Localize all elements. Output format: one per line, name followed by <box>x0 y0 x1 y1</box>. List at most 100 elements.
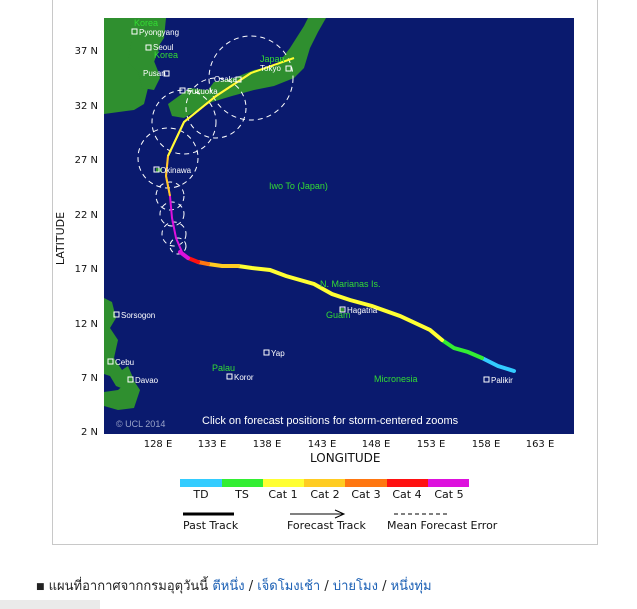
marker-sorsogon <box>113 311 120 318</box>
lat-tick: 2 N <box>80 427 98 438</box>
label-koror: Koror <box>234 373 254 382</box>
copyright-text: © UCL 2014 <box>116 419 165 429</box>
lon-tick: 128 E <box>143 439 173 450</box>
label-iwo-to: Iwo To (Japan) <box>269 181 328 191</box>
legend-swatch-cat3 <box>345 479 387 487</box>
land-guam <box>340 308 344 312</box>
lon-tick: 138 E <box>252 439 282 450</box>
link-7am[interactable]: เจ็ดโมงเช้า <box>257 579 321 594</box>
label-yap: Yap <box>271 349 285 358</box>
land-mindanao <box>104 378 140 410</box>
link-7pm[interactable]: หนึ่งทุ่ม <box>390 579 432 594</box>
land-japan <box>168 18 326 118</box>
past-track-cat1 <box>236 264 444 342</box>
lon-tick: 133 E <box>197 439 227 450</box>
label-fukuoka: Fukuoka <box>187 87 218 96</box>
legend-swatch-ts <box>222 479 263 487</box>
error-circle <box>185 77 247 139</box>
label-pyongyang: Pyongyang <box>139 28 179 37</box>
legend-label-cat2: Cat 2 <box>310 488 340 501</box>
error-circle <box>169 237 187 255</box>
label-davao: Davao <box>135 376 159 385</box>
error-circle <box>208 35 294 121</box>
track-key <box>183 509 448 519</box>
legend-label-cat1: Cat 1 <box>268 488 298 501</box>
marker-davao <box>127 376 134 383</box>
lon-tick: 158 E <box>471 439 501 450</box>
place-labels: Pyongyang Seoul Pusan Fukuoka Osaka Toky… <box>115 28 513 385</box>
error-circle <box>155 181 185 211</box>
marker-koror <box>226 373 233 380</box>
marker-pusan <box>163 70 170 77</box>
forecast-track-label: Forecast Track <box>287 519 366 532</box>
marker-palikir <box>483 376 490 383</box>
legend-label-cat3: Cat 3 <box>351 488 381 501</box>
past-track <box>178 250 516 373</box>
label-seoul: Seoul <box>153 43 174 52</box>
legend-label-td: TD <box>193 488 209 501</box>
past-track-cat5 <box>178 250 190 260</box>
land-philippines <box>104 298 134 390</box>
marker-tokyo <box>285 65 292 72</box>
label-guam: Guam <box>326 310 351 320</box>
forecast-track-cat1 <box>167 57 295 157</box>
lon-tick: 153 E <box>416 439 446 450</box>
label-okinawa: Okinawa <box>160 166 192 175</box>
legend-label-cat4: Cat 4 <box>392 488 422 501</box>
link-separator: / <box>377 579 391 594</box>
arrow-right-icon <box>334 509 346 519</box>
bottom-tab[interactable] <box>0 600 100 609</box>
marker-cebu <box>107 358 114 365</box>
map-canvas[interactable]: Pyongyang Seoul Pusan Fukuoka Osaka Toky… <box>104 18 574 434</box>
marker-osaka <box>235 76 242 83</box>
lat-tick: 7 N <box>80 373 98 384</box>
lon-tick: 163 E <box>525 439 555 450</box>
marker-pyongyang <box>131 28 138 35</box>
label-sorsogon: Sorsogon <box>121 311 155 320</box>
lat-tick: 27 N <box>74 155 98 166</box>
marker-hagatna <box>339 306 346 313</box>
label-hagatna: Hagatna <box>347 306 378 315</box>
label-tokyo: Tokyo <box>260 64 281 73</box>
marker-yap <box>263 349 270 356</box>
past-track-ts <box>440 338 484 360</box>
past-track-td <box>480 356 516 373</box>
marker-fukuoka <box>179 87 186 94</box>
bullet-icon: ■ <box>36 582 45 592</box>
y-axis-title: LATITUDE <box>54 211 68 266</box>
label-palikir: Palikir <box>491 376 513 385</box>
x-axis-title: LONGITUDE <box>310 451 381 465</box>
marker-okinawa <box>153 166 160 173</box>
label-micronesia: Micronesia <box>374 374 418 384</box>
city-markers <box>107 28 490 383</box>
region-labels: Korea Korea Japan Iwo To (Japan) N. Mari… <box>134 18 418 384</box>
label-cebu: Cebu <box>115 358 134 367</box>
link-separator: / <box>320 579 333 594</box>
links-prefix: แผนที่อากาศจากกรมอุตุวันนี้ <box>48 579 209 594</box>
label-osaka: Osaka <box>214 75 238 84</box>
legend-label-cat5: Cat 5 <box>434 488 464 501</box>
lat-tick: 12 N <box>74 319 98 330</box>
link-1am[interactable]: ตีหนึ่ง <box>212 579 245 594</box>
legend-swatch-cat5 <box>428 479 469 487</box>
error-circle <box>161 221 187 247</box>
land-korea <box>128 32 160 90</box>
legend-swatch-cat4 <box>387 479 428 487</box>
link-separator: / <box>244 579 258 594</box>
lon-tick: 148 E <box>361 439 391 450</box>
label-marianas: N. Marianas Is. <box>320 279 381 289</box>
weather-map-links: ■ แผนที่อากาศจากกรมอุตุวันนี้ ตีหนึ่ง / … <box>36 575 432 596</box>
legend-swatch-cat2 <box>304 479 345 487</box>
click-note: Click on forecast positions for storm-ce… <box>202 415 459 427</box>
label-palau: Palau <box>212 363 235 373</box>
label-korea-north: Korea <box>134 18 158 28</box>
storm-track-map[interactable]: Pyongyang Seoul Pusan Fukuoka Osaka Toky… <box>104 18 574 434</box>
lon-tick: 143 E <box>307 439 337 450</box>
lat-tick: 22 N <box>74 210 98 221</box>
legend-swatch-td <box>180 479 222 487</box>
legend-label-ts: TS <box>235 488 249 501</box>
label-korea-south: Korea <box>154 50 178 60</box>
link-1pm[interactable]: บ่ายโมง <box>332 579 378 594</box>
error-circle <box>151 89 217 155</box>
legend-swatch-cat1 <box>263 479 304 487</box>
